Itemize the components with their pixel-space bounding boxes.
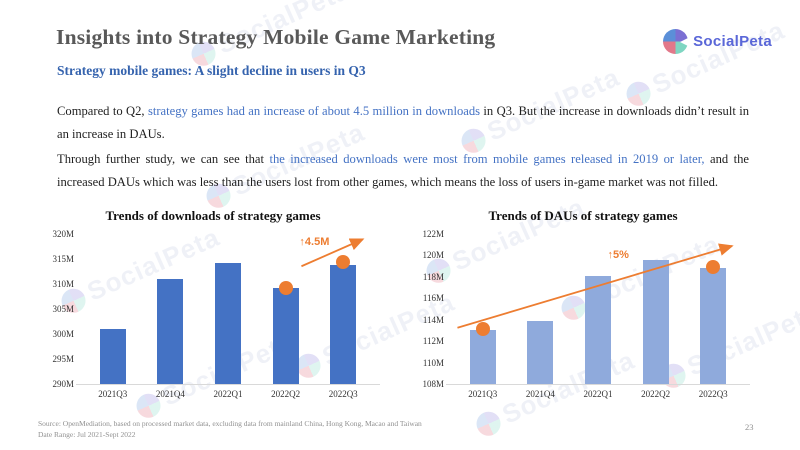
x-tick-label: 2021Q3 xyxy=(468,389,498,399)
y-tick-label: 295M xyxy=(52,354,74,364)
y-tick-label: 315M xyxy=(52,254,74,264)
x-tick-label: 2022Q2 xyxy=(641,389,671,399)
text-segment: Through further study, we can see that xyxy=(57,152,270,166)
y-tick-label: 118M xyxy=(422,271,444,282)
x-axis-line xyxy=(446,384,750,385)
x-tick-label: 2022Q1 xyxy=(583,389,613,399)
bar-2021Q4 xyxy=(527,320,554,384)
bar-2021Q3 xyxy=(99,329,126,384)
footer-date-range: Date Range: Jul 2021-Sept 2022 xyxy=(38,429,136,439)
bar-2021Q4 xyxy=(157,279,184,384)
y-tick-label: 300M xyxy=(52,329,74,339)
y-tick-label: 114M xyxy=(422,314,444,325)
y-tick-label: 116M xyxy=(422,293,444,304)
x-tick-label: 2021Q4 xyxy=(525,389,555,399)
bar-2022Q2 xyxy=(642,259,669,384)
downloads-chart: Trends of downloads of strategy games 32… xyxy=(38,206,388,404)
watermark-logo-icon xyxy=(472,407,505,440)
x-tick-label: 2022Q3 xyxy=(328,389,358,399)
body-paragraphs: Compared to Q2, strategy games had an in… xyxy=(57,100,749,194)
socialpeta-logo-text: SocialPeta xyxy=(693,33,772,50)
highlighted-text: strategy games had an increase of about … xyxy=(147,104,481,118)
text-segment: in Q3. But the increase in downloads did… xyxy=(57,104,749,141)
growth-annotation: ↑5% xyxy=(607,249,629,261)
y-tick-label: 112M xyxy=(422,336,444,347)
growth-annotation: ↑4.5M xyxy=(299,236,330,249)
y-tick-label: 108M xyxy=(422,379,444,389)
highlight-dot-2022Q2 xyxy=(278,280,293,295)
x-tick-label: 2022Q2 xyxy=(271,389,301,399)
highlight-dot-2022Q3 xyxy=(336,255,351,269)
trend-arrow xyxy=(457,243,734,329)
bar-2022Q1 xyxy=(215,263,241,384)
paragraph: Through further study, we can see that t… xyxy=(57,148,749,194)
page-title: Insights into Strategy Mobile Game Marke… xyxy=(56,25,496,49)
daus-chart: Trends of DAUs of strategy games 122M 120… xyxy=(408,206,758,404)
highlight-dot-2022Q3 xyxy=(706,260,721,275)
socialpeta-logo-icon xyxy=(663,29,691,54)
footer-source: Source: OpenMediation, based on processe… xyxy=(38,419,422,428)
x-tick-label: 2021Q3 xyxy=(98,389,128,399)
paragraph: Compared to Q2, strategy games had an in… xyxy=(57,100,749,146)
trend-arrow xyxy=(301,238,365,268)
y-tick-label: 305M xyxy=(52,304,74,314)
bar-2022Q1 xyxy=(585,275,611,384)
y-tick-label: 120M xyxy=(422,250,444,261)
y-tick-label: 310M xyxy=(52,279,74,289)
y-tick-label: 290M xyxy=(52,379,74,389)
highlighted-text: the increased downloads were most from m… xyxy=(269,152,705,166)
bar-2022Q3 xyxy=(330,265,357,384)
x-tick-label: 2022Q1 xyxy=(213,389,243,399)
watermark-text: SocialPeta xyxy=(647,14,790,100)
slide-subtitle: Strategy mobile games: A slight decline … xyxy=(57,63,366,78)
bar-2021Q3 xyxy=(469,330,496,384)
y-tick-label: 320M xyxy=(52,229,74,239)
page-number: 23 xyxy=(745,422,754,432)
x-axis-line xyxy=(76,384,380,385)
bar-2022Q2 xyxy=(272,288,299,384)
x-tick-label: 2021Q4 xyxy=(155,389,185,399)
footer: Source: OpenMediation, based on processe… xyxy=(38,419,422,440)
chart-title: Trends of DAUs of strategy games xyxy=(488,208,678,223)
socialpeta-logo: SocialPeta xyxy=(663,29,772,54)
text-segment: and the increased DAUs which was less th… xyxy=(57,152,749,189)
x-tick-label: 2022Q3 xyxy=(698,389,728,399)
text-segment: Compared to Q2, xyxy=(57,104,148,118)
chart-title: Trends of downloads of strategy games xyxy=(105,208,321,223)
y-tick-label: 122M xyxy=(422,229,444,239)
y-tick-label: 110M xyxy=(422,357,444,368)
bar-2022Q3 xyxy=(700,268,727,384)
highlight-dot-2021Q3 xyxy=(475,322,490,337)
